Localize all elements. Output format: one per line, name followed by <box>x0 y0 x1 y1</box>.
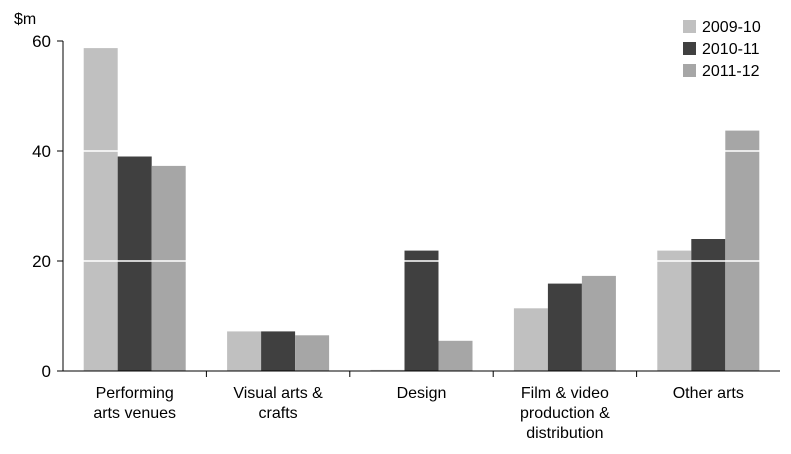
labels-layer: 0 20 40 60 Performing arts venues Visual arts … <box>32 32 744 442</box>
legend-swatch <box>683 64 696 77</box>
legend-label: 2011-12 <box>702 63 760 80</box>
bar <box>657 250 692 371</box>
bar <box>581 275 616 371</box>
bar <box>295 335 330 372</box>
bar <box>404 250 439 371</box>
bar <box>691 239 726 371</box>
axes-layer <box>57 40 780 377</box>
bar <box>370 369 405 371</box>
legend-label: 2009-10 <box>702 19 761 36</box>
bar <box>547 283 582 371</box>
bar <box>117 156 152 371</box>
legend-swatch <box>683 20 696 33</box>
y-tick-label: 40 <box>32 142 51 161</box>
category-label: Performing arts venues <box>93 385 176 422</box>
bars-layer <box>83 48 760 372</box>
category-label: Other arts <box>673 385 744 402</box>
bar <box>261 331 296 371</box>
bar <box>513 308 548 371</box>
legend-label: 2010-11 <box>702 41 760 58</box>
category-label: Visual arts & crafts <box>233 385 323 422</box>
bar <box>227 331 262 371</box>
bar <box>438 340 473 372</box>
y-axis-unit-label: $m <box>14 11 36 28</box>
y-tick-label: 60 <box>32 32 51 51</box>
category-label: Design <box>397 385 447 402</box>
bar <box>83 48 118 371</box>
gridlines-layer <box>63 40 780 262</box>
legend-swatch <box>683 42 696 55</box>
y-tick-label: 0 <box>42 362 51 381</box>
bar <box>151 165 186 371</box>
legend: 2009-10 2010-11 2011-12 <box>683 19 761 80</box>
bar <box>725 130 760 371</box>
y-tick-label: 20 <box>32 252 51 271</box>
category-label: Film & video production & distribution <box>520 385 610 442</box>
